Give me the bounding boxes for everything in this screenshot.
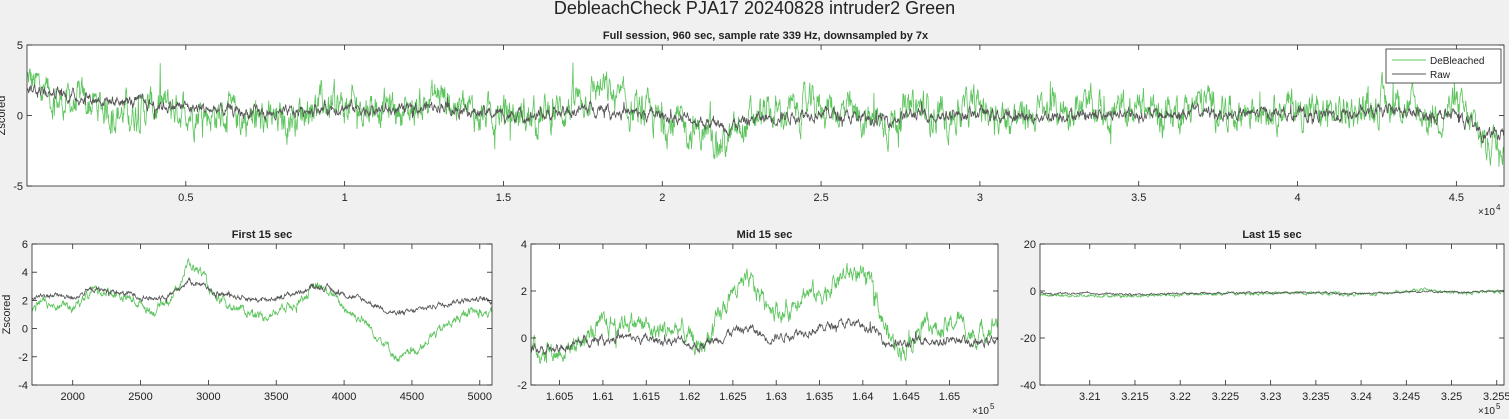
chart-title: Last 15 sec bbox=[1242, 229, 1301, 241]
x-tick-label: 1.645 bbox=[892, 391, 920, 403]
axes-frame bbox=[1039, 243, 1505, 386]
x-tick-label: 3.5 bbox=[1131, 192, 1146, 204]
x-exponent-power: 4 bbox=[1496, 203, 1501, 212]
x-tick-label: 5000 bbox=[468, 391, 492, 403]
x-tick-label: 4.5 bbox=[1449, 192, 1464, 204]
x-tick-label: 3500 bbox=[264, 391, 288, 403]
y-tick-label: -2 bbox=[517, 380, 527, 392]
chart-0: 0.5 1 1.5 2 2.5 3 3.5 4 4.5 -5 0 5 Full session, 960… bbox=[0, 30, 1505, 218]
x-tick-label: 3.24 bbox=[1350, 391, 1371, 403]
x-exponent-base: ×10 bbox=[972, 406, 989, 417]
x-tick-label: 3.25 bbox=[1441, 391, 1462, 403]
x-tick-label: 1.62 bbox=[679, 391, 700, 403]
x-tick-label: 3.22 bbox=[1169, 391, 1190, 403]
x-tick-label: 3.255 bbox=[1483, 391, 1509, 403]
x-tick-label: 1.64 bbox=[852, 391, 873, 403]
x-tick-label: 2.5 bbox=[813, 192, 828, 204]
y-tick-label: 0 bbox=[17, 111, 23, 123]
axes-frame bbox=[530, 243, 999, 386]
series-line-raw bbox=[27, 83, 1504, 144]
x-exponent-power: 5 bbox=[1496, 402, 1501, 411]
x-tick-label: 3.225 bbox=[1212, 391, 1240, 403]
chart-1: 2000 2500 3000 3500 4000 4500 5000 -4 -2 0 2 4 6 Firs… bbox=[1, 229, 493, 403]
x-exponent-power: 5 bbox=[990, 402, 995, 411]
series-line-raw bbox=[1040, 289, 1504, 297]
axes-frame bbox=[31, 243, 493, 386]
x-tick-label: 1 bbox=[342, 192, 348, 204]
x-exponent-base: ×10 bbox=[1478, 207, 1495, 218]
series-line-raw bbox=[32, 276, 492, 316]
figure-title: DebleachCheck PJA17 20240828 intruder2 G… bbox=[553, 0, 956, 18]
x-tick-label: 1.63 bbox=[765, 391, 786, 403]
x-tick-label: 3.21 bbox=[1079, 391, 1100, 403]
chart-2: 1.605 1.61 1.615 1.62 1.625 1.63 1.635 1.64 1.64… bbox=[517, 229, 999, 417]
x-tick-label: 1.615 bbox=[632, 391, 660, 403]
y-tick-label: 5 bbox=[17, 40, 23, 52]
y-tick-label: -2 bbox=[18, 352, 28, 364]
y-tick-label: 4 bbox=[22, 267, 28, 279]
x-tick-label: 3000 bbox=[196, 391, 220, 403]
x-tick-label: 2000 bbox=[60, 391, 84, 403]
chart-3: 3.21 3.215 3.22 3.225 3.23 3.235 3.24 3.245 3.25… bbox=[1020, 229, 1509, 417]
x-tick-label: 3.235 bbox=[1302, 391, 1330, 403]
y-tick-label: 0 bbox=[1030, 286, 1036, 298]
y-axis-label: Zscored bbox=[1, 295, 13, 335]
y-tick-label: -40 bbox=[1020, 380, 1036, 392]
y-tick-label: -4 bbox=[18, 380, 28, 392]
chart-title: First 15 sec bbox=[232, 229, 293, 241]
y-tick-label: 4 bbox=[521, 239, 527, 251]
x-tick-label: 3 bbox=[977, 192, 983, 204]
x-tick-label: 3.23 bbox=[1260, 391, 1281, 403]
x-tick-label: 1.625 bbox=[719, 391, 747, 403]
y-tick-label: -20 bbox=[1020, 333, 1036, 345]
chart-title: Full session, 960 sec, sample rate 339 H… bbox=[603, 30, 929, 42]
x-tick-label: 1.5 bbox=[496, 192, 511, 204]
x-tick-label: 0.5 bbox=[178, 192, 193, 204]
x-tick-label: 3.215 bbox=[1121, 391, 1149, 403]
plot-area bbox=[1040, 244, 1504, 385]
x-tick-label: 4500 bbox=[400, 391, 424, 403]
x-tick-label: 1.635 bbox=[806, 391, 834, 403]
x-tick-label: 2500 bbox=[128, 391, 152, 403]
chart-title: Mid 15 sec bbox=[737, 229, 793, 241]
y-tick-label: -5 bbox=[13, 181, 23, 193]
y-tick-label: 2 bbox=[22, 295, 28, 307]
y-tick-label: 2 bbox=[521, 286, 527, 298]
x-tick-label: 2 bbox=[659, 192, 665, 204]
y-axis-label: Zscored bbox=[0, 96, 8, 136]
x-tick-label: 3.245 bbox=[1393, 391, 1421, 403]
x-tick-label: 1.61 bbox=[592, 391, 613, 403]
x-tick-label: 4000 bbox=[332, 391, 356, 403]
x-tick-label: 1.605 bbox=[546, 391, 574, 403]
plot-area bbox=[531, 244, 998, 385]
legend-entry: DeBleached bbox=[1430, 56, 1484, 67]
y-tick-label: 0 bbox=[22, 324, 28, 336]
series-line-debleached bbox=[27, 62, 1504, 167]
x-tick-label: 4 bbox=[1294, 192, 1300, 204]
y-tick-label: 0 bbox=[521, 333, 527, 345]
x-tick-label: 1.65 bbox=[939, 391, 960, 403]
series-line-raw bbox=[531, 317, 998, 356]
x-exponent-base: ×10 bbox=[1478, 406, 1495, 417]
y-tick-label: 20 bbox=[1024, 239, 1036, 251]
legend-box bbox=[1385, 48, 1502, 84]
y-tick-label: 6 bbox=[22, 239, 28, 251]
legend-entry: Raw bbox=[1430, 70, 1451, 81]
series-line-debleached bbox=[1040, 287, 1504, 299]
